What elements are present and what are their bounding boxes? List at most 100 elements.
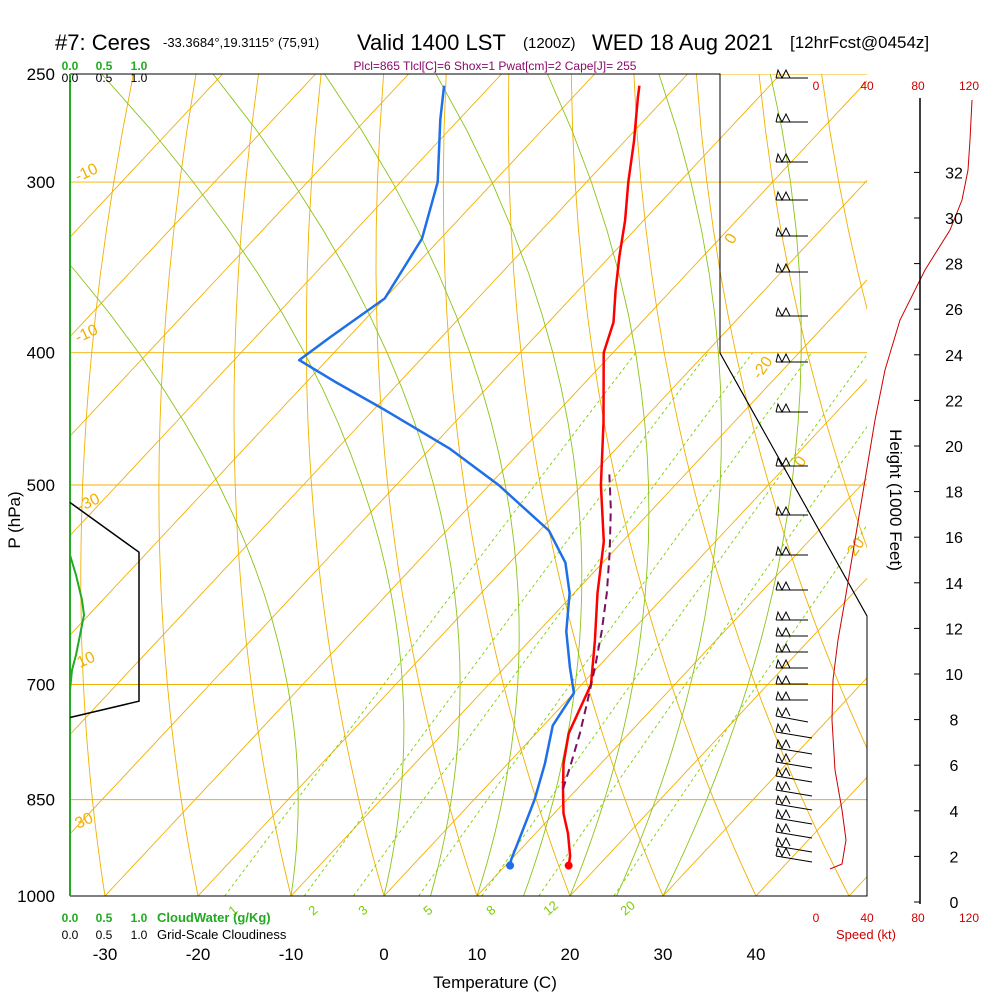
speed-tick-bottom: 0 <box>813 911 820 925</box>
wind-barb-feather <box>775 846 791 858</box>
x-tick-label: 30 <box>654 945 673 964</box>
wind-barb-feather <box>775 306 791 318</box>
wind-barb-feather <box>775 822 791 834</box>
wind-barb <box>775 715 809 723</box>
wind-barb-feather <box>775 226 791 238</box>
wind-barb-feather <box>775 674 791 686</box>
height-tick-label: 32 <box>945 165 963 182</box>
cloudiness-profile <box>69 501 140 719</box>
cloud-tick-top: 1.0 <box>131 59 148 73</box>
pressure-tick-label: 300 <box>27 173 55 192</box>
isotherm-line <box>70 74 409 437</box>
dry-adiabat-line <box>695 74 867 750</box>
x-tick-label: -10 <box>279 945 304 964</box>
height-tick-label: 18 <box>945 485 963 502</box>
pressure-tick-label: 1000 <box>17 887 55 906</box>
mixing-ratio-line <box>481 354 867 896</box>
cloud-tick-top: 0.5 <box>96 59 113 73</box>
location-text: -33.3684°,19.3115° (75,91) <box>163 35 319 50</box>
pressure-tick-label: 850 <box>27 791 55 810</box>
wind-barb <box>775 803 813 811</box>
mixing-ratio-line <box>303 352 709 896</box>
height-axis-label: Height (1000 Feet) <box>886 429 905 571</box>
y-axis-label: P (hPa) <box>5 491 24 548</box>
mixing-ratio-line <box>224 352 637 896</box>
wind-barb-feather <box>775 658 791 670</box>
dry-adiabat-line <box>570 74 757 896</box>
cloudwater-tick-bottom: 1.0 <box>131 911 148 925</box>
height-tick-label: 22 <box>945 393 963 410</box>
wind-barb-feather <box>775 794 791 806</box>
dry-adiabat-line <box>375 74 478 896</box>
wind-barb-feather <box>775 545 791 557</box>
isotherm-line <box>104 80 867 896</box>
x-tick-label: -30 <box>93 945 118 964</box>
wind-barb-feather <box>775 722 791 734</box>
speed-tick-top: 80 <box>911 79 925 93</box>
wind-barb-feather <box>775 68 791 80</box>
isotherm-line <box>197 179 867 896</box>
speed-tick-top: 120 <box>959 79 979 93</box>
x-tick-label: 0 <box>379 945 388 964</box>
cloudiness-tick-bottom: 0.0 <box>62 928 79 942</box>
surface-dewpoint-marker <box>506 861 515 870</box>
speed-tick-top: 0 <box>813 79 820 93</box>
date-text: WED 18 Aug 2021 <box>592 30 773 55</box>
wind-speed-profile <box>829 99 973 870</box>
chart-frame <box>69 73 868 897</box>
wind-barb-feather <box>775 836 791 848</box>
dry-adiabat-line <box>233 74 292 896</box>
height-tick-label: 4 <box>950 804 959 821</box>
wind-speed-label: Speed (kt) <box>836 927 896 942</box>
wind-barb <box>775 761 813 769</box>
moist-adiabat-line <box>546 74 650 896</box>
isotherm-label: 0 <box>722 231 741 247</box>
cloud-tick-top: 0.0 <box>62 59 79 73</box>
x-tick-label: 10 <box>468 945 487 964</box>
mixing-ratio-label: 8 <box>483 902 498 918</box>
isotherm-line <box>662 677 867 896</box>
mixing-ratio-line <box>613 524 867 896</box>
isotherm-label: 20 <box>844 535 868 559</box>
cloud-panel: 0.0 0.5 1.0 0.0 0.5 1.0 0.0 0.5 1.0 0.0 0.5 1.0 <box>62 59 148 942</box>
moist-adiabat-line <box>101 74 405 896</box>
station-title: #7: Ceres <box>55 30 150 55</box>
temperature-line <box>561 85 641 866</box>
pressure-axis-ticks: 250 300 400 500 700 850 1000 <box>17 65 55 906</box>
wind-barb-feather <box>775 505 791 517</box>
wind-barb-feather <box>775 780 791 792</box>
pressure-tick-label: 400 <box>27 344 55 363</box>
isotherm-label: 30 <box>73 810 96 833</box>
isotherm-line <box>70 74 595 636</box>
isotherm-line <box>476 478 867 896</box>
moist-adiabat-line <box>324 74 520 896</box>
mixing-ratio-line <box>418 352 812 896</box>
isotherm-label: -20 <box>749 354 776 383</box>
wind-barb-feather <box>775 456 791 468</box>
wind-barb-feather <box>775 642 791 654</box>
wind-barb <box>775 731 813 739</box>
isotherm-label: -30 <box>75 490 103 515</box>
height-tick-label: 6 <box>950 758 959 775</box>
isotherm-line <box>70 74 781 835</box>
wind-barb-feather <box>775 262 791 274</box>
dewpoint-line <box>297 85 576 866</box>
isotherm-line <box>755 776 867 896</box>
wind-barb <box>775 831 813 839</box>
cloudwater-tick-bottom: 0.0 <box>62 911 79 925</box>
dry-adiabat-line <box>758 74 867 549</box>
sounding-traces <box>297 85 641 870</box>
valid-time: Valid 1400 LST <box>357 30 506 55</box>
mixing-ratio-label: 3 <box>355 902 370 918</box>
cloudwater-profile <box>69 554 86 691</box>
x-axis-label: Temperature (C) <box>433 973 557 992</box>
dry-adiabat-line <box>442 74 571 896</box>
pressure-tick-label: 250 <box>27 65 55 84</box>
speed-tick-top: 40 <box>860 79 874 93</box>
height-tick-label: 2 <box>950 849 959 866</box>
isotherm-label: 0 <box>791 453 810 470</box>
wind-barb-feather <box>775 766 791 778</box>
